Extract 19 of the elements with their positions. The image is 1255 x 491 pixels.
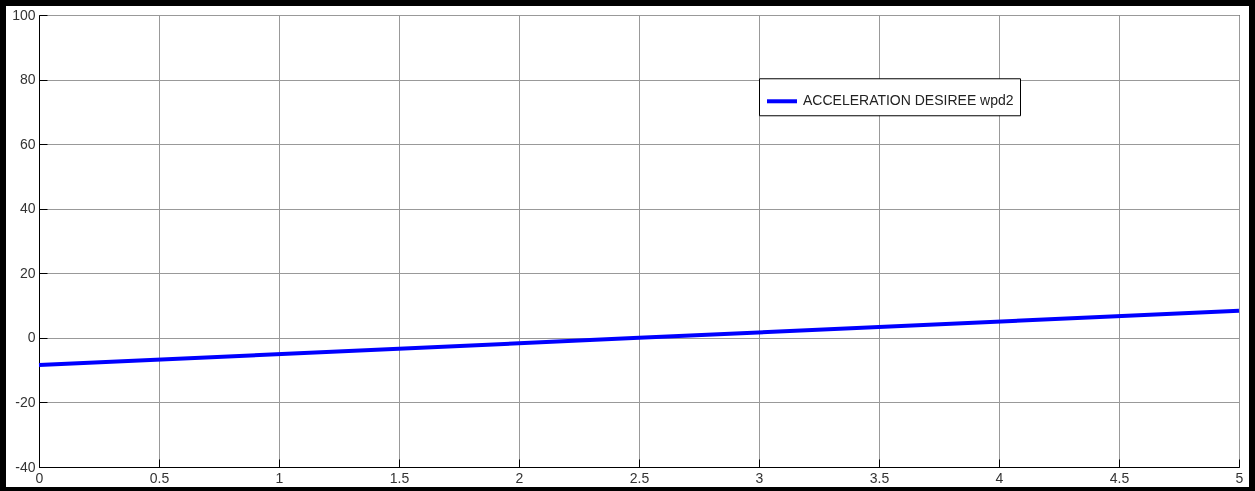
x-tick-label: 1	[275, 469, 284, 486]
y-tick-label: 20	[19, 264, 36, 281]
x-tick-label: 1.5	[389, 469, 410, 486]
x-tick-label: 4.5	[1109, 469, 1130, 486]
x-tick-label: 4	[995, 469, 1004, 486]
x-tick-label: 2.5	[629, 469, 650, 486]
y-tick-label: -20	[15, 393, 36, 410]
x-tick-label: 3	[755, 469, 764, 486]
y-tick-label: 100	[12, 6, 36, 23]
x-tick-label: 5	[1235, 469, 1244, 486]
y-tick-label: 80	[19, 71, 36, 88]
y-tick-label: -40	[15, 458, 36, 475]
x-tick-label: 0.5	[149, 469, 170, 486]
x-tick-label: 3.5	[869, 469, 890, 486]
y-tick-label: 0	[27, 329, 36, 346]
x-tick-label: 2	[515, 469, 524, 486]
y-tick-label: 40	[19, 200, 36, 217]
y-tick-label: 60	[19, 135, 36, 152]
legend-label: ACCELERATION DESIREE wpd2	[803, 92, 1014, 109]
